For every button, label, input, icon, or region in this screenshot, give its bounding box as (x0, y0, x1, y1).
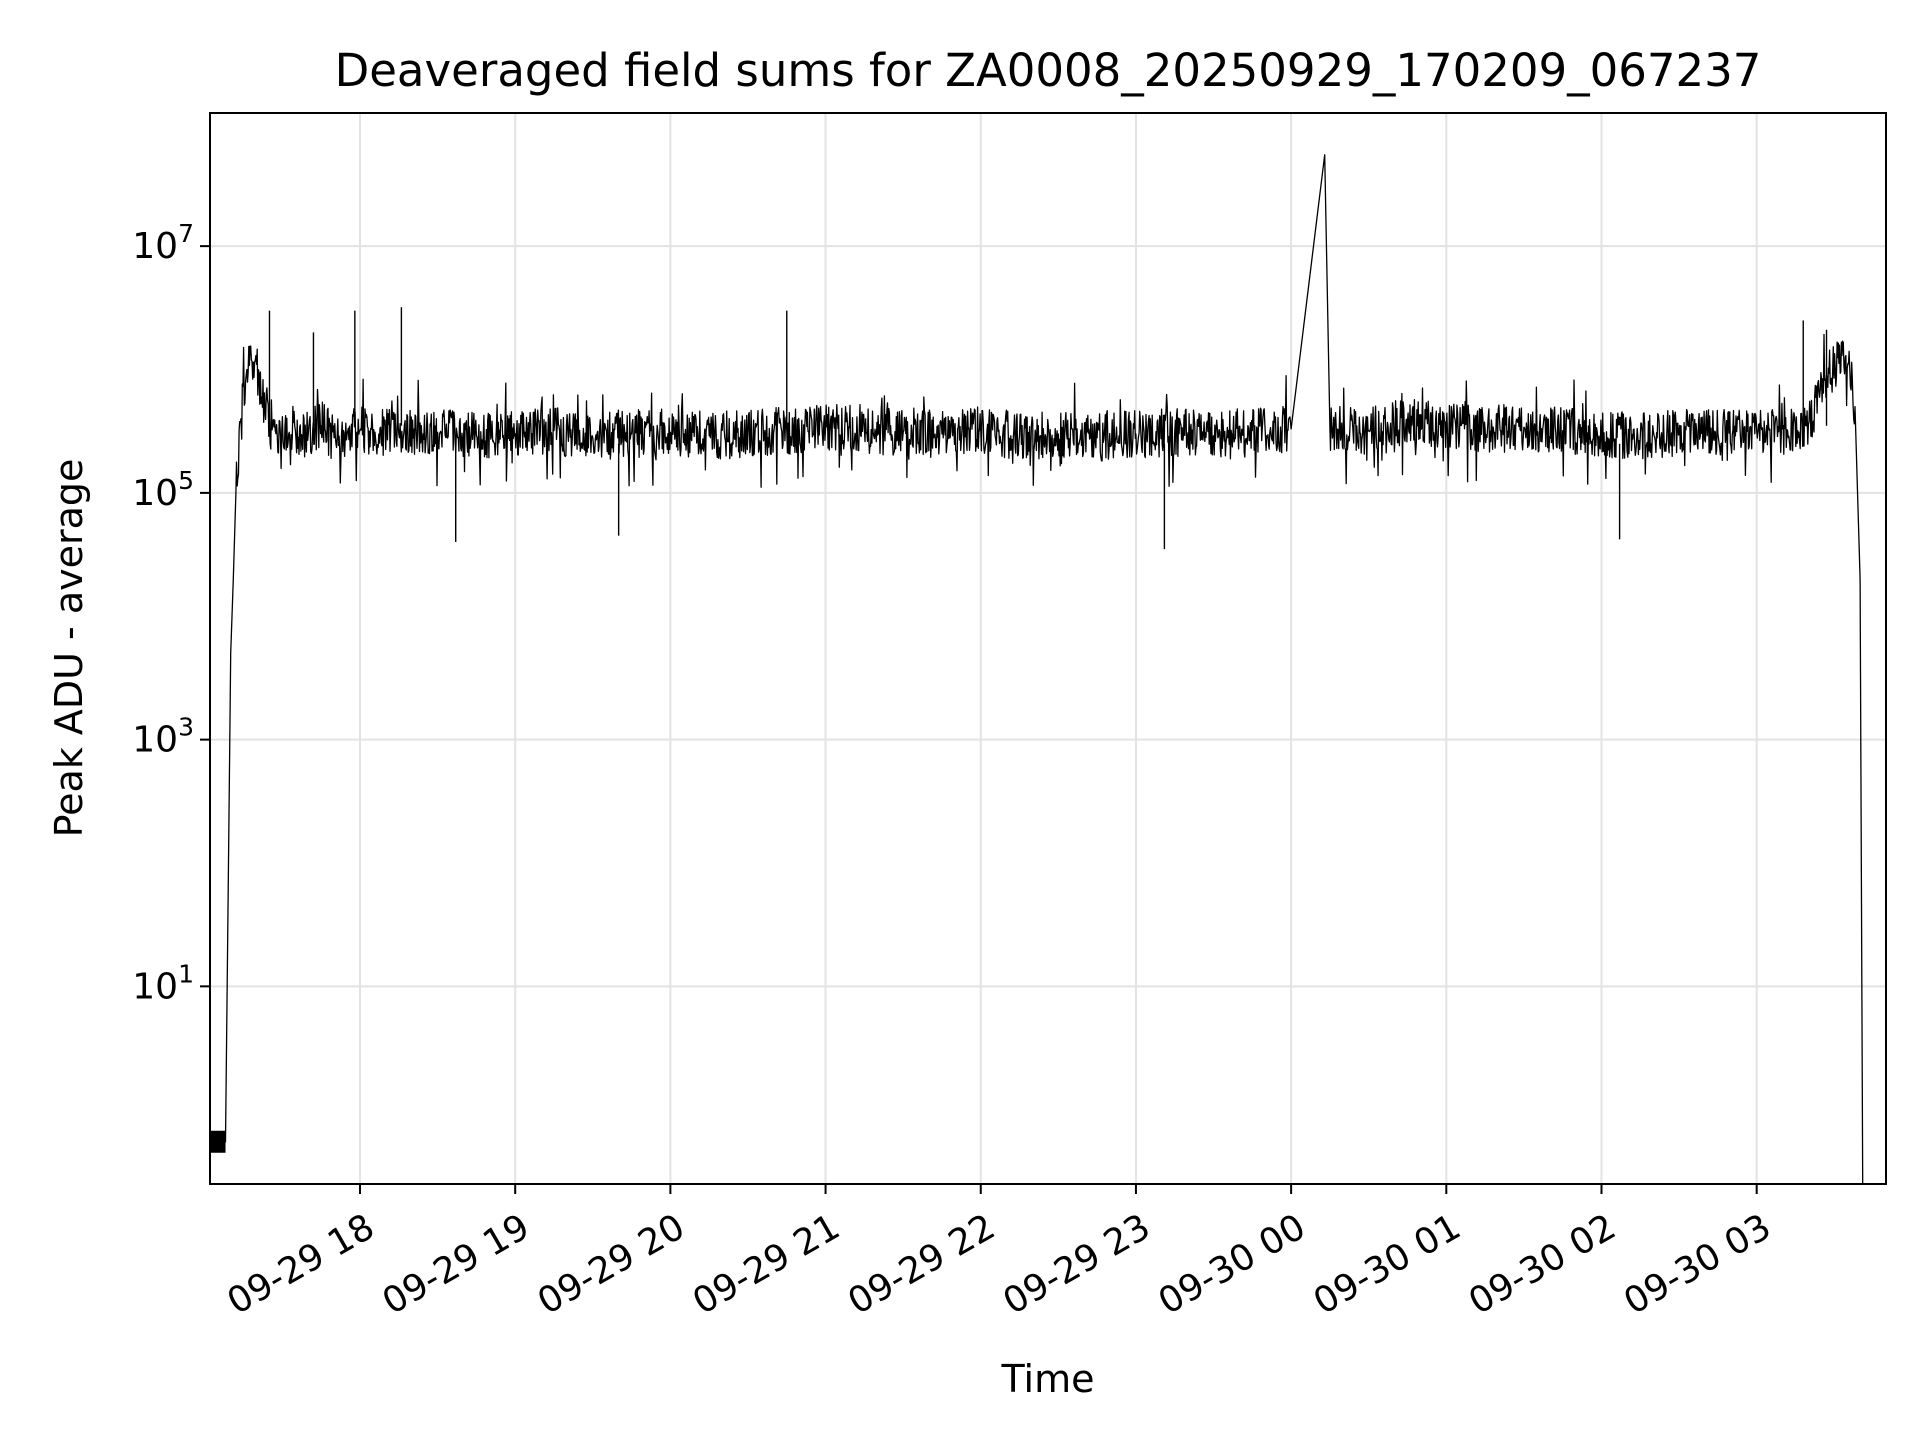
y-tick-label: 107 (132, 219, 194, 267)
x-axis-label: Time (1001, 1357, 1095, 1401)
y-axis-ticks: 101 103 105 107 (132, 219, 210, 1007)
data-series (210, 154, 1864, 1185)
y-tick-label: 101 (132, 959, 194, 1007)
series-initial-segment (210, 1130, 226, 1153)
y-tick-label: 103 (132, 713, 194, 761)
chart-title: Deaveraged field sums for ZA0008_2025092… (335, 44, 1762, 97)
plot-frame (209, 112, 1887, 1185)
series-line (210, 154, 1864, 1185)
y-axis-label: Peak ADU - average (47, 459, 91, 838)
y-tick-label: 105 (132, 466, 194, 514)
grid-lines (210, 113, 1886, 1184)
